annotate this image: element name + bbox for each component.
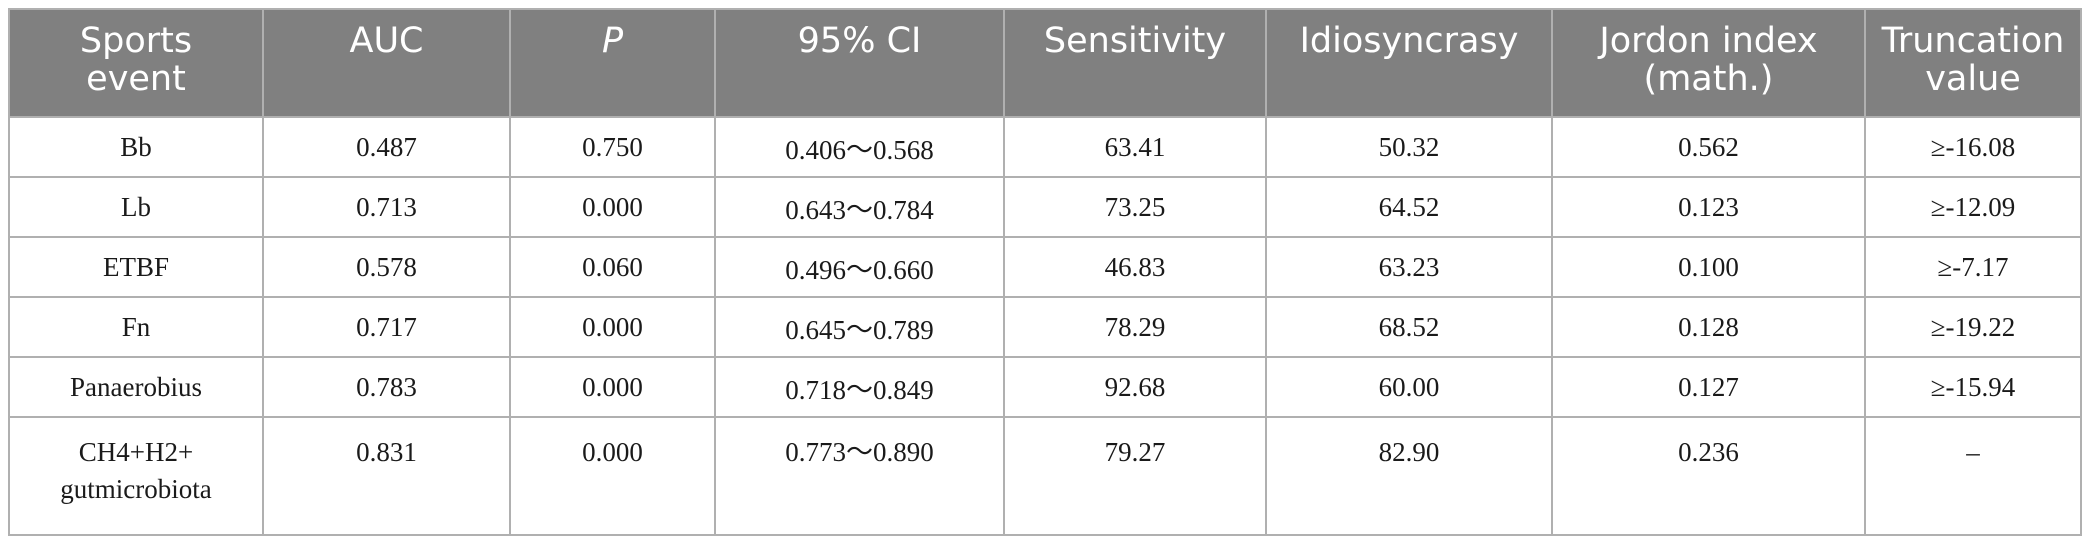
header-sports-event: Sports event <box>8 8 264 118</box>
table-row: Panaerobius 0.783 0.000 0.718～0.849 92.6… <box>8 356 2082 418</box>
cell-jordon-index: 0.127 <box>1551 356 1866 418</box>
cell-sensitivity: 92.68 <box>1003 356 1267 418</box>
cell-p: 0.000 <box>509 296 716 358</box>
cell-sensitivity: 73.25 <box>1003 176 1267 238</box>
cell-idiosyncrasy: 64.52 <box>1265 176 1553 238</box>
cell-sensitivity: 63.41 <box>1003 116 1267 178</box>
header-idiosyncrasy: Idiosyncrasy <box>1265 8 1553 118</box>
header-row: Sports event AUC P 95% CI Sensitivity Id… <box>8 8 2082 118</box>
cell-95-ci: 0.496～0.660 <box>714 236 1005 298</box>
cell-p: 0.000 <box>509 356 716 418</box>
cell-truncation-value: ≥-12.09 <box>1864 176 2082 238</box>
results-table: Sports event AUC P 95% CI Sensitivity Id… <box>8 8 2082 536</box>
cell-jordon-index: 0.100 <box>1551 236 1866 298</box>
cell-truncation-value: – <box>1864 416 2082 536</box>
cell-jordon-index: 0.236 <box>1551 416 1866 536</box>
header-95-ci: 95% CI <box>714 8 1005 118</box>
cell-auc: 0.713 <box>262 176 511 238</box>
cell-95-ci: 0.773～0.890 <box>714 416 1005 536</box>
cell-auc: 0.783 <box>262 356 511 418</box>
table-row: Fn 0.717 0.000 0.645～0.789 78.29 68.52 0… <box>8 296 2082 358</box>
table-row: ETBF 0.578 0.060 0.496～0.660 46.83 63.23… <box>8 236 2082 298</box>
cell-jordon-index: 0.123 <box>1551 176 1866 238</box>
header-auc: AUC <box>262 8 511 118</box>
cell-sensitivity: 78.29 <box>1003 296 1267 358</box>
cell-p: 0.000 <box>509 176 716 238</box>
cell-jordon-index: 0.128 <box>1551 296 1866 358</box>
header-sensitivity: Sensitivity <box>1003 8 1267 118</box>
cell-idiosyncrasy: 50.32 <box>1265 116 1553 178</box>
cell-sensitivity: 79.27 <box>1003 416 1267 536</box>
header-truncation-value: Truncation value <box>1864 8 2082 118</box>
cell-idiosyncrasy: 60.00 <box>1265 356 1553 418</box>
cell-truncation-value: ≥-7.17 <box>1864 236 2082 298</box>
cell-p: 0.750 <box>509 116 716 178</box>
results-table-container: Sports event AUC P 95% CI Sensitivity Id… <box>8 8 2082 536</box>
cell-95-ci: 0.645～0.789 <box>714 296 1005 358</box>
cell-sports-event: CH4+H2+ gutmicrobiota <box>8 416 264 536</box>
cell-auc: 0.487 <box>262 116 511 178</box>
header-jordon-index: Jordon index (math.) <box>1551 8 1866 118</box>
cell-auc: 0.578 <box>262 236 511 298</box>
table-row: Bb 0.487 0.750 0.406～0.568 63.41 50.32 0… <box>8 116 2082 178</box>
cell-sensitivity: 46.83 <box>1003 236 1267 298</box>
cell-truncation-value: ≥-19.22 <box>1864 296 2082 358</box>
cell-auc: 0.831 <box>262 416 511 536</box>
cell-sports-event: ETBF <box>8 236 264 298</box>
cell-sports-event: Fn <box>8 296 264 358</box>
cell-sports-event: Lb <box>8 176 264 238</box>
cell-truncation-value: ≥-15.94 <box>1864 356 2082 418</box>
cell-idiosyncrasy: 82.90 <box>1265 416 1553 536</box>
cell-p: 0.000 <box>509 416 716 536</box>
cell-p: 0.060 <box>509 236 716 298</box>
cell-idiosyncrasy: 68.52 <box>1265 296 1553 358</box>
header-p: P <box>509 8 716 118</box>
cell-truncation-value: ≥-16.08 <box>1864 116 2082 178</box>
table-row: Lb 0.713 0.000 0.643～0.784 73.25 64.52 0… <box>8 176 2082 238</box>
cell-95-ci: 0.643～0.784 <box>714 176 1005 238</box>
cell-auc: 0.717 <box>262 296 511 358</box>
cell-sports-event: Bb <box>8 116 264 178</box>
cell-sports-event: Panaerobius <box>8 356 264 418</box>
table-row: CH4+H2+ gutmicrobiota 0.831 0.000 0.773～… <box>8 416 2082 536</box>
cell-95-ci: 0.718～0.849 <box>714 356 1005 418</box>
cell-idiosyncrasy: 63.23 <box>1265 236 1553 298</box>
cell-jordon-index: 0.562 <box>1551 116 1866 178</box>
cell-95-ci: 0.406～0.568 <box>714 116 1005 178</box>
